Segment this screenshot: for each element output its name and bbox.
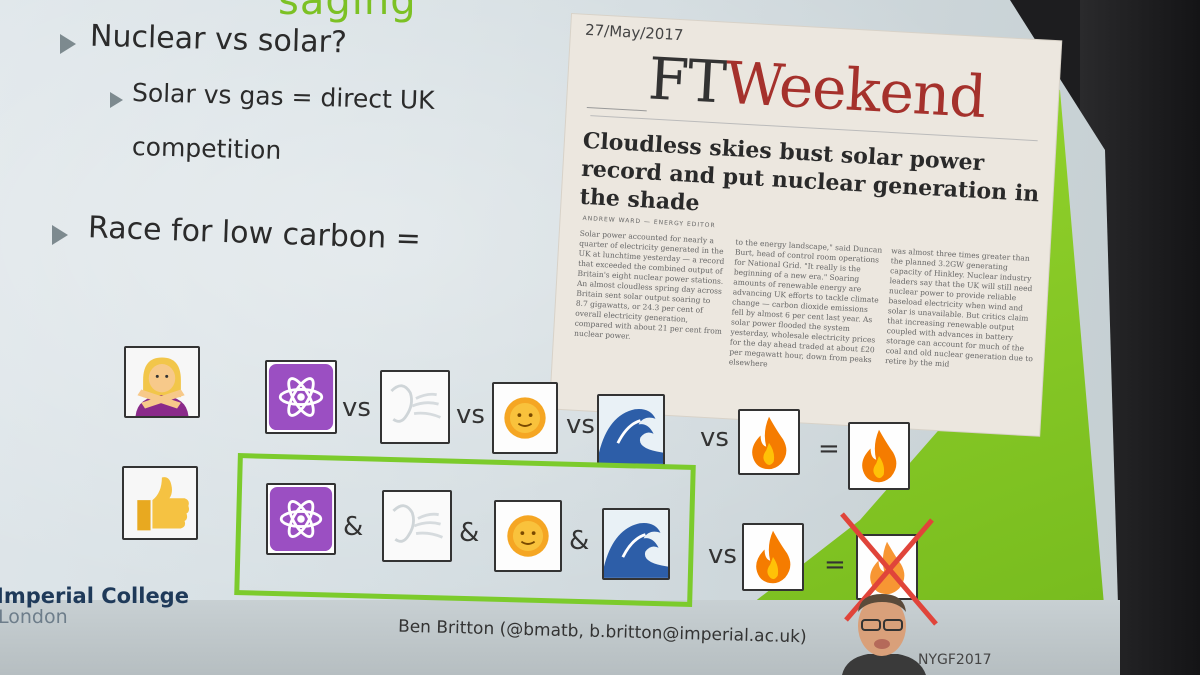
sub-bullet-arrow-icon bbox=[110, 92, 123, 108]
fire-icon bbox=[738, 409, 800, 475]
ft-weekend-masthead: FTWeekend bbox=[647, 44, 988, 131]
bullet-arrow-icon bbox=[52, 225, 68, 245]
operator-vs: vs bbox=[456, 400, 485, 430]
sub-bullet-competition: competition bbox=[131, 132, 282, 165]
sun-with-face-icon bbox=[492, 382, 558, 454]
operator-equals: = bbox=[818, 434, 840, 464]
ft-weekend-clipping: 27/May/2017 FTWeekend Cloudless skies bu… bbox=[549, 14, 1062, 436]
bullet-arrow-icon bbox=[60, 34, 76, 54]
thumbs-up-icon bbox=[122, 466, 198, 540]
clipping-body-column-1: Solar power accounted for nearly a quart… bbox=[573, 228, 725, 341]
operator-vs: vs bbox=[566, 410, 595, 440]
clipping-date: 27/May/2017 bbox=[584, 20, 684, 45]
operator-vs: vs bbox=[342, 393, 371, 423]
slide-title-fragment: saging bbox=[278, 0, 417, 24]
bullet-nuclear-vs-solar: Nuclear vs solar? bbox=[89, 18, 348, 61]
operator-and: & bbox=[569, 526, 590, 556]
masthead-weekend: Weekend bbox=[723, 48, 988, 132]
slide-footer-bar bbox=[0, 600, 1120, 675]
clipping-body-column-3: was almost three times greater than the … bbox=[884, 246, 1034, 369]
sun-with-face-icon bbox=[494, 500, 562, 572]
atom-symbol-icon bbox=[266, 483, 336, 555]
imperial-logo-line2: London bbox=[0, 606, 68, 628]
fire-icon bbox=[742, 523, 804, 591]
operator-and: & bbox=[343, 512, 364, 542]
speaker-person bbox=[842, 594, 926, 675]
operator-vs: vs bbox=[700, 423, 729, 453]
operator-and: & bbox=[459, 518, 480, 548]
woman-gesturing-no-icon bbox=[124, 346, 200, 418]
clipping-body-column-2: to the energy landscape," said Duncan Bu… bbox=[728, 237, 883, 369]
fire-icon bbox=[848, 422, 910, 490]
water-wave-icon bbox=[602, 508, 670, 580]
wind-face-icon bbox=[380, 370, 450, 444]
operator-equals: = bbox=[824, 550, 846, 580]
atom-symbol-icon bbox=[265, 360, 337, 434]
operator-vs: vs bbox=[708, 540, 737, 570]
divider bbox=[586, 106, 647, 112]
masthead-ft: FT bbox=[646, 44, 728, 117]
water-wave-icon bbox=[597, 394, 665, 466]
event-tag: NYGF2017 bbox=[918, 652, 992, 668]
red-cross-out-mark bbox=[840, 512, 938, 626]
imperial-logo-line1: Imperial College bbox=[0, 584, 189, 608]
wind-face-icon bbox=[382, 490, 452, 562]
